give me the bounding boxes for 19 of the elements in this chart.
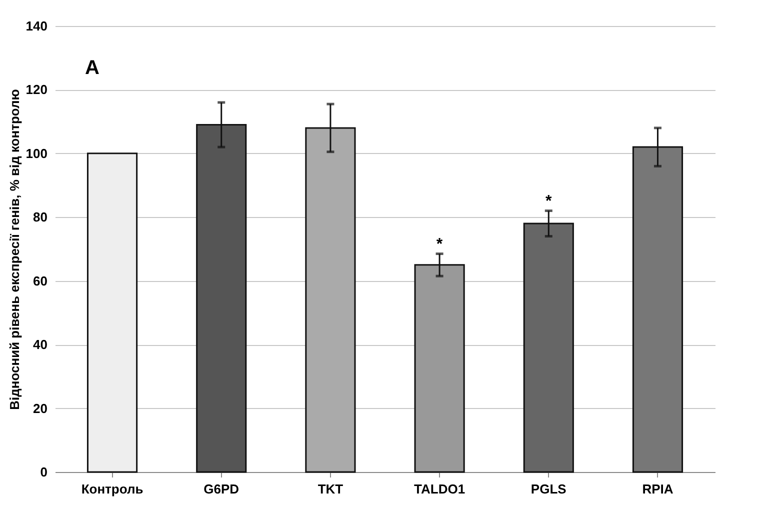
y-tick-label: 60 xyxy=(33,273,48,288)
y-tick-label: 20 xyxy=(33,400,48,416)
x-tick-label: TKT xyxy=(318,482,344,496)
x-tick-label: PGLS xyxy=(530,482,567,496)
x-tick-label: Контроль xyxy=(81,482,144,496)
y-tick-label: 40 xyxy=(33,337,48,352)
x-tick-label: TALDO1 xyxy=(414,482,466,496)
y-tick-label: 100 xyxy=(26,146,48,161)
annotation: * xyxy=(436,236,444,253)
y-tick-label: 80 xyxy=(33,210,48,225)
y-tick-label: 140 xyxy=(26,18,48,34)
x-tick-label: G6PD xyxy=(204,482,240,496)
bar xyxy=(86,152,138,473)
y-axis-title: Відносний рівень експресії генів, % від контролю xyxy=(6,89,22,410)
y-tick-label: 120 xyxy=(26,82,48,98)
y-tick-label: 0 xyxy=(40,464,48,480)
annotation: * xyxy=(546,192,553,210)
x-tick-label: RPIA xyxy=(642,482,674,496)
annotation: A xyxy=(85,57,100,79)
